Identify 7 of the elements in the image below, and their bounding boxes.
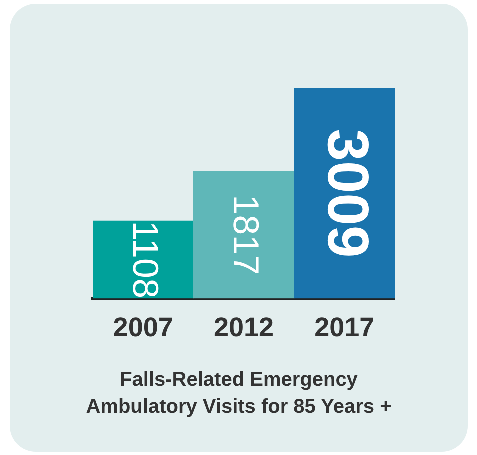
text: Falls-Related Emergency Ambulatory Visits for 85 Years + xyxy=(85,368,393,420)
x-tick-label: 2007 xyxy=(113,312,174,342)
data-label: 1817 xyxy=(226,195,268,276)
x-tick-label: 2017 xyxy=(314,312,375,342)
x-tick-label: 2012 xyxy=(214,312,274,342)
data-label: 1108 xyxy=(125,221,166,299)
data-label: 3009 xyxy=(316,128,381,258)
